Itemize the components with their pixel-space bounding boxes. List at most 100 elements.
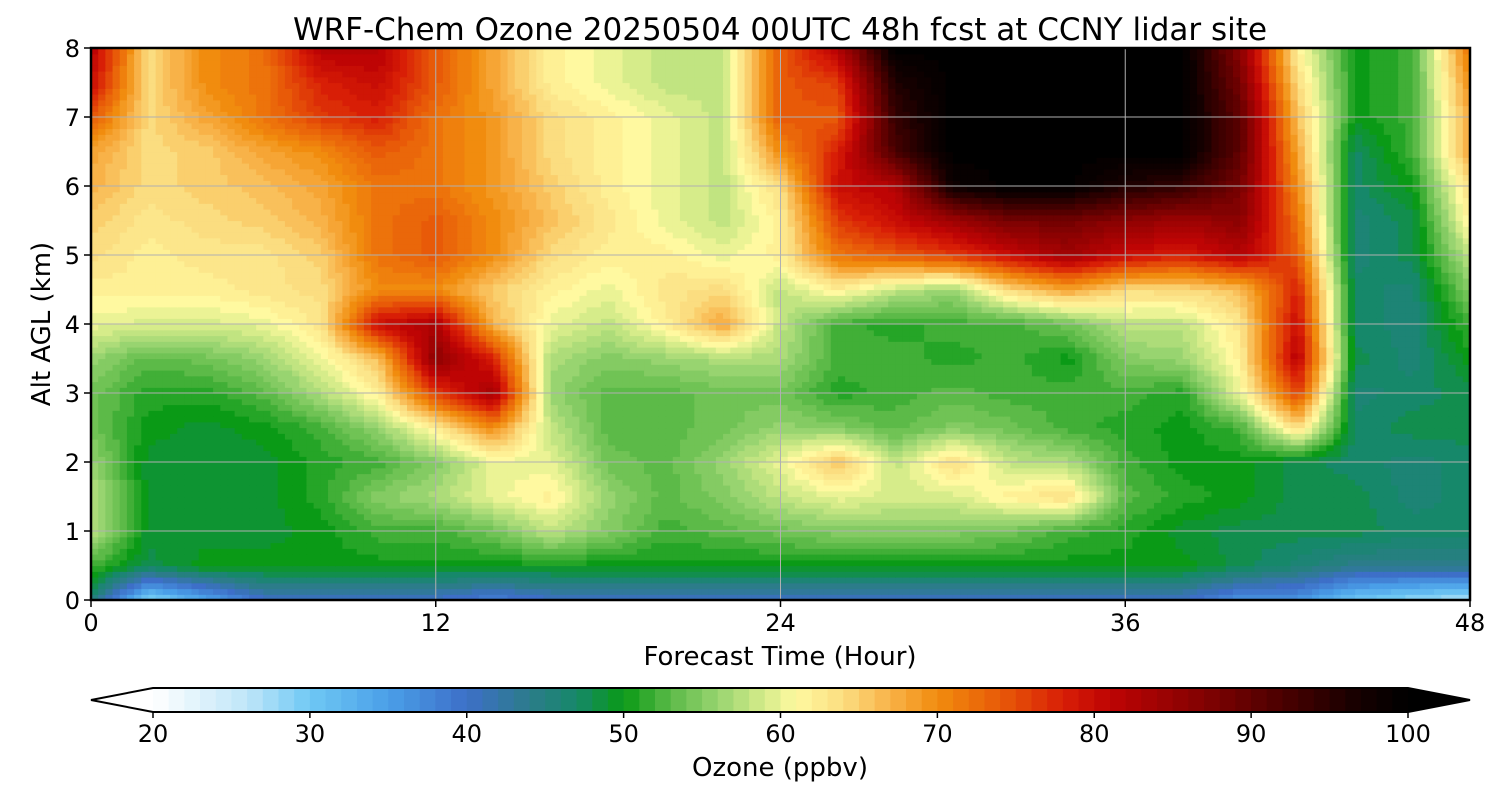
ozone-cell <box>1082 508 1090 515</box>
ozone-cell <box>1125 513 1134 521</box>
ozone-cell <box>421 531 430 538</box>
ozone-cell <box>1297 508 1306 515</box>
ozone-cell <box>1283 525 1292 532</box>
ozone-cell <box>421 542 430 549</box>
ozone-cell <box>442 519 451 526</box>
ozone-cell <box>845 582 853 590</box>
ozone-cell <box>830 473 839 480</box>
ozone-cell <box>1189 508 1198 515</box>
ozone-cell <box>536 542 545 549</box>
ozone-cell <box>249 479 257 486</box>
ozone-cell <box>687 542 695 549</box>
ozone-cell <box>414 582 422 590</box>
ozone-cell <box>701 485 710 492</box>
ozone-cell <box>126 531 135 538</box>
ozone-cell <box>679 542 688 549</box>
ozone-cell <box>1426 525 1435 532</box>
ozone-cell <box>141 571 150 578</box>
ozone-cell <box>550 508 559 515</box>
ozone-cell <box>902 559 911 567</box>
ozone-cell <box>1096 513 1105 521</box>
ozone-cell <box>155 582 164 590</box>
ozone-cell <box>981 565 990 572</box>
ozone-cell <box>392 542 401 549</box>
ozone-cell <box>1441 577 1450 584</box>
ozone-cell <box>1204 479 1213 486</box>
ozone-cell <box>737 479 746 486</box>
ozone-cell <box>1398 559 1406 567</box>
ozone-cell <box>378 588 387 595</box>
ozone-cell <box>1053 588 1062 595</box>
ozone-cell <box>1118 513 1126 521</box>
ozone-cell <box>1060 577 1069 584</box>
ozone-cell <box>112 473 121 480</box>
ozone-cell <box>1390 594 1399 600</box>
ozone-cell <box>952 502 961 509</box>
ozone-cell <box>1247 531 1256 538</box>
ozone-cell <box>126 571 135 578</box>
ozone-cell <box>1355 513 1363 521</box>
ozone-cell <box>1189 473 1198 480</box>
ozone-cell <box>170 479 178 486</box>
ozone-cell <box>1110 571 1119 578</box>
ozone-cell <box>794 536 803 544</box>
ozone-cell <box>1017 536 1026 544</box>
ozone-cell <box>1110 462 1119 469</box>
ozone-cell <box>1383 594 1392 600</box>
ozone-cell <box>1398 582 1406 590</box>
ozone-cell <box>1153 473 1162 480</box>
ozone-cell <box>586 554 595 561</box>
ozone-cell <box>1118 531 1126 538</box>
ozone-cell <box>529 508 537 515</box>
ozone-cell <box>615 531 624 538</box>
ozone-cell <box>1024 462 1033 469</box>
ozone-cell <box>1247 462 1256 469</box>
ozone-cell <box>723 565 731 572</box>
ozone-cell <box>916 565 925 572</box>
ozone-cell <box>198 450 207 457</box>
ozone-cell <box>1017 502 1026 509</box>
ozone-cell <box>141 462 150 469</box>
ozone-cell <box>1003 542 1011 549</box>
ozone-cell <box>751 456 760 463</box>
ozone-cell <box>1319 450 1327 457</box>
ozone-cell <box>1132 531 1141 538</box>
ozone-cell <box>672 559 681 567</box>
ozone-cell <box>126 508 135 515</box>
ozone-cell <box>1405 554 1414 561</box>
ozone-cell <box>830 479 839 486</box>
ozone-cell <box>1132 450 1141 457</box>
ozone-cell <box>809 502 818 509</box>
ozone-cell <box>162 456 171 463</box>
ozone-cell <box>1398 525 1406 532</box>
ozone-cell <box>205 531 214 538</box>
ozone-cell <box>1189 462 1198 469</box>
ozone-cell <box>198 565 207 572</box>
ozone-cell <box>1039 582 1047 590</box>
ozone-cell <box>1161 559 1169 567</box>
ozone-cell <box>1390 508 1399 515</box>
ozone-cell <box>679 531 688 538</box>
ozone-cell <box>579 473 588 480</box>
ozone-cell <box>385 548 394 555</box>
ozone-cell <box>1261 542 1270 549</box>
ozone-cell <box>1434 479 1442 486</box>
ozone-cell <box>155 531 164 538</box>
ozone-cell <box>1003 467 1011 475</box>
ozone-cell <box>938 582 947 590</box>
ozone-cell <box>1204 559 1213 567</box>
ozone-cell <box>378 462 387 469</box>
ozone-cell <box>435 571 444 578</box>
ozone-cell <box>1383 577 1392 584</box>
ozone-cell <box>988 473 997 480</box>
ozone-cell <box>1189 450 1198 457</box>
ozone-cell <box>773 450 782 457</box>
ozone-cell <box>809 548 818 555</box>
ozone-cell <box>1247 490 1256 498</box>
ozone-cell <box>320 542 329 549</box>
ozone-cell <box>399 559 408 567</box>
ozone-cell <box>816 531 825 538</box>
ozone-cell <box>521 577 530 584</box>
ozone-cell <box>486 548 494 555</box>
